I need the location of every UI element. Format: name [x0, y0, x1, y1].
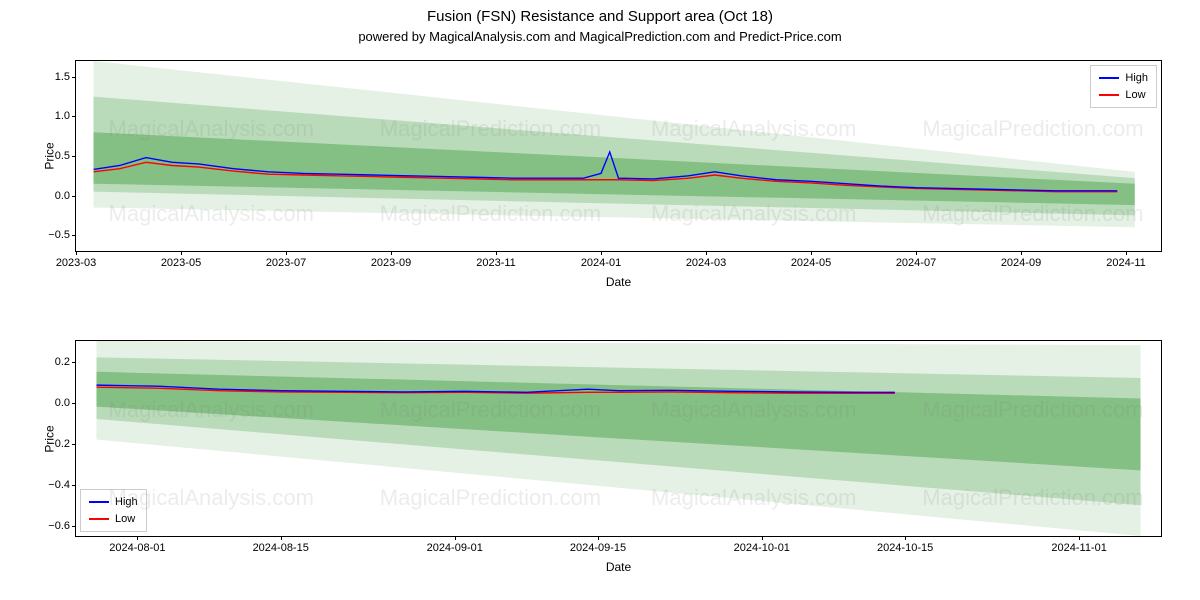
x-tick-label: 2023-09: [371, 257, 411, 269]
x-tick-label: 2024-07: [896, 257, 936, 269]
x-tick-label: 2024-08-15: [253, 542, 309, 554]
x-tick-label: 2024-10-01: [734, 542, 790, 554]
x-tick-label: 2024-01: [581, 257, 621, 269]
x-tick-label: 2023-03: [56, 257, 96, 269]
y-tick-label: −0.6: [48, 520, 70, 532]
x-tick-label: 2024-09-15: [570, 542, 626, 554]
x-tick-label: 2024-11-01: [1051, 542, 1106, 554]
x-axis-label: Date: [606, 275, 631, 289]
legend-label-low: Low: [1125, 87, 1145, 104]
x-tick-label: 2024-09-01: [427, 542, 483, 554]
legend-swatch-high: [1099, 77, 1119, 79]
x-tick-label: 2023-07: [266, 257, 306, 269]
legend-item-high: High: [89, 494, 138, 511]
legend-box: High Low: [1090, 65, 1157, 108]
y-tick-label: −0.5: [48, 229, 70, 241]
x-tick-label: 2024-10-15: [877, 542, 933, 554]
y-tick-label: 1.0: [55, 110, 70, 122]
y-tick-label: −0.4: [48, 479, 70, 491]
chart-subtitle: powered by MagicalAnalysis.com and Magic…: [0, 25, 1200, 44]
y-tick-label: 0.0: [55, 190, 70, 202]
x-tick-label: 2024-03: [686, 257, 726, 269]
x-tick-label: 2023-11: [476, 257, 516, 269]
x-tick-label: 2024-05: [791, 257, 831, 269]
x-tick-label: 2023-05: [161, 257, 201, 269]
y-tick-label: 1.5: [55, 71, 70, 83]
bottom-chart-panel: Price Date High Low −0.6−0.4−0.20.00.220…: [75, 340, 1162, 537]
y-tick-label: 0.2: [55, 356, 70, 368]
y-tick-label: 0.0: [55, 397, 70, 409]
legend-label-high: High: [1125, 70, 1148, 87]
legend-label-high: High: [115, 494, 138, 511]
x-axis-label: Date: [606, 560, 631, 574]
legend-item-high: High: [1099, 70, 1148, 87]
legend-label-low: Low: [115, 511, 135, 528]
x-tick-label: 2024-09: [1001, 257, 1041, 269]
x-tick-label: 2024-08-01: [109, 542, 165, 554]
chart-title: Fusion (FSN) Resistance and Support area…: [0, 0, 1200, 25]
chart-container: Fusion (FSN) Resistance and Support area…: [0, 0, 1200, 600]
legend-swatch-high: [89, 501, 109, 503]
x-tick-label: 2024-11: [1106, 257, 1146, 269]
legend-item-low: Low: [89, 511, 138, 528]
y-tick-label: −0.2: [48, 438, 70, 450]
legend-item-low: Low: [1099, 87, 1148, 104]
top-chart-panel: Price Date High Low −0.50.00.51.01.52023…: [75, 60, 1162, 252]
y-tick-label: 0.5: [55, 150, 70, 162]
legend-swatch-low: [1099, 94, 1119, 96]
legend-box: High Low: [80, 489, 147, 532]
legend-swatch-low: [89, 518, 109, 520]
